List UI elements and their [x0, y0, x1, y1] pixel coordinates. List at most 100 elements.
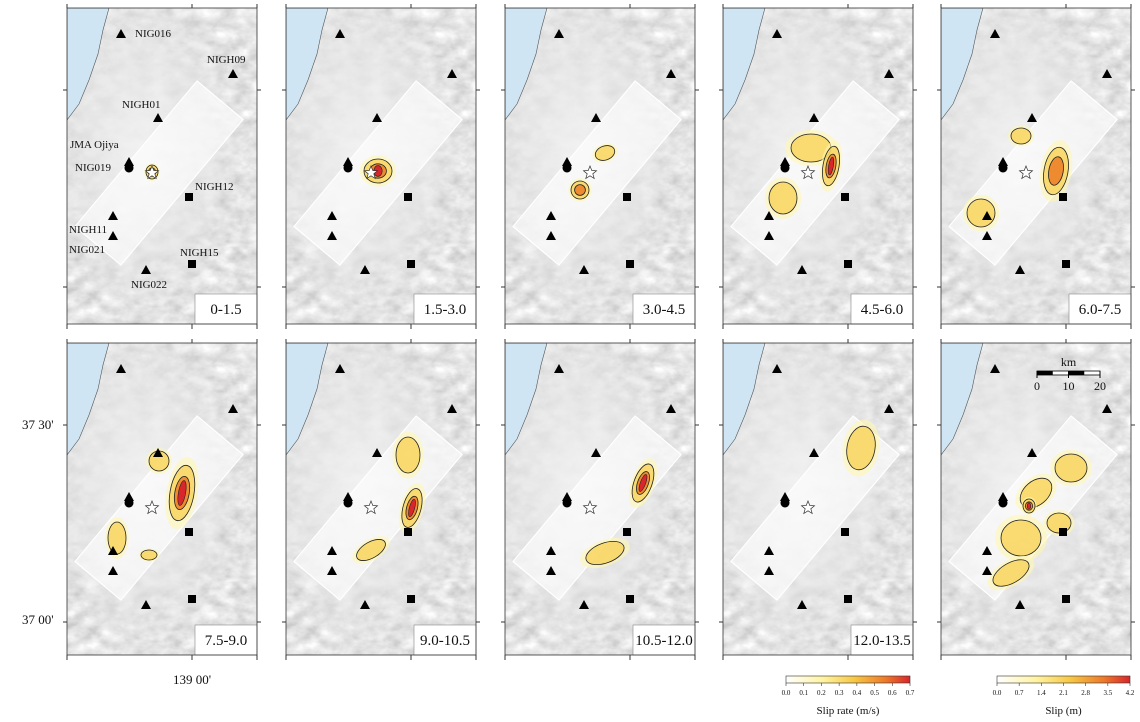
scale-bar [1037, 371, 1053, 375]
colorbar-tick-label: 0.0 [782, 689, 791, 697]
station [563, 164, 572, 173]
station [999, 499, 1008, 508]
colorbar-tick-label: 4.2 [1126, 689, 1135, 697]
colorbar-title: Slip (m) [1045, 705, 1082, 717]
map [941, 8, 1131, 324]
colorbar-title: Slip rate (m/s) [817, 705, 880, 717]
colorbar-tick-label: 0.4 [852, 689, 861, 697]
map [67, 343, 257, 655]
station [781, 164, 790, 173]
time-label: 0-1.5 [210, 302, 241, 318]
slip-contour [1055, 454, 1087, 482]
colorbar-tick-label: 1.4 [1037, 689, 1046, 697]
colorbar [997, 676, 1130, 683]
station [1059, 193, 1067, 201]
colorbar-tick-label: 3.5 [1103, 689, 1112, 697]
station [1062, 260, 1070, 268]
time-label: 7.5-9.0 [205, 633, 248, 649]
colorbar-tick-label: 0.0 [993, 689, 1002, 697]
slip-contour [967, 199, 995, 227]
scale-tick-label: 20 [1094, 379, 1106, 393]
station-label: NIG022 [131, 279, 167, 291]
colorbar-tick-label: 2.8 [1081, 689, 1090, 697]
station-label: NIG019 [75, 162, 112, 174]
map [723, 343, 913, 655]
station [407, 260, 415, 268]
colorbar-tick-label: 0.6 [888, 689, 897, 697]
time-label: 6.0-7.5 [1079, 302, 1122, 318]
slip-contour [1001, 520, 1041, 556]
colorbar-tick-label: 0.7 [1015, 689, 1024, 697]
lon-label: 139 00' [173, 672, 211, 687]
map-panel: km 0 10 20 [937, 339, 1135, 660]
station [185, 528, 193, 536]
map-panel: 9.0-10.5 [282, 339, 480, 660]
station [623, 528, 631, 536]
map [286, 343, 476, 655]
station [344, 164, 353, 173]
station-label: NIGH12 [195, 181, 234, 193]
station-label: NIG016 [135, 28, 172, 40]
map-panel: 4.5-6.0 [719, 4, 917, 329]
map-panel: 12.0-13.5 [719, 339, 917, 660]
map-panel: 3.0-4.5 [501, 4, 699, 329]
time-label: 10.5-12.0 [635, 633, 693, 649]
time-label: 9.0-10.5 [420, 633, 470, 649]
time-label: 1.5-3.0 [424, 302, 467, 318]
scale-bar [1069, 371, 1085, 375]
colorbar-tick-label: 2.1 [1059, 689, 1068, 697]
slip-contour [575, 185, 586, 196]
station [125, 164, 134, 173]
slip-contour [769, 182, 797, 214]
slip-contour [1011, 128, 1031, 144]
lat-label: 37 30' [22, 417, 54, 432]
map [505, 8, 695, 324]
station [781, 499, 790, 508]
station [999, 164, 1008, 173]
station [841, 528, 849, 536]
map-panel: 6.0-7.5 [937, 4, 1135, 329]
station [626, 595, 634, 603]
colorbar-tick-label: 0.1 [799, 689, 808, 697]
station [1059, 528, 1067, 536]
time-label: 12.0-13.5 [853, 633, 911, 649]
colorbar [786, 676, 910, 683]
scale-tick-label: 0 [1034, 379, 1040, 393]
colorbar-tick-label: 0.7 [906, 689, 915, 697]
station [1062, 595, 1070, 603]
scale-tick-label: 10 [1063, 379, 1075, 393]
time-label: 3.0-4.5 [643, 302, 686, 318]
station [185, 193, 193, 201]
colorbar-tick-label: 0.3 [835, 689, 844, 697]
station [626, 260, 634, 268]
map [505, 343, 695, 655]
map-panel: 1.5-3.0 [282, 4, 480, 329]
station-label: NIGH15 [180, 247, 219, 259]
station-label: NIGH09 [207, 54, 246, 66]
slip-contour [108, 522, 126, 554]
lat-label: 37 00' [22, 612, 54, 627]
station [563, 499, 572, 508]
colorbar-tick-label: 0.5 [870, 689, 879, 697]
slip-contour [1027, 503, 1031, 509]
station [407, 595, 415, 603]
figure: NIG016NIGH09NIGH01JMA OjiyaNIG019NIGH12N… [0, 0, 1140, 722]
slip-contour [396, 437, 420, 473]
station-label: NIG021 [69, 244, 105, 256]
station [188, 595, 196, 603]
map [723, 8, 913, 324]
time-label: 4.5-6.0 [861, 302, 904, 318]
map-panel: 10.5-12.0 [501, 339, 699, 660]
scale-unit: km [1061, 355, 1077, 369]
map [286, 8, 476, 324]
slip-contour [141, 550, 157, 560]
station [623, 193, 631, 201]
colorbar-tick-label: 0.2 [817, 689, 826, 697]
station-label: NIGH11 [69, 224, 107, 236]
station [844, 595, 852, 603]
station-label: JMA Ojiya [70, 139, 119, 151]
map-panel: 7.5-9.0 [63, 339, 261, 660]
station [188, 260, 196, 268]
